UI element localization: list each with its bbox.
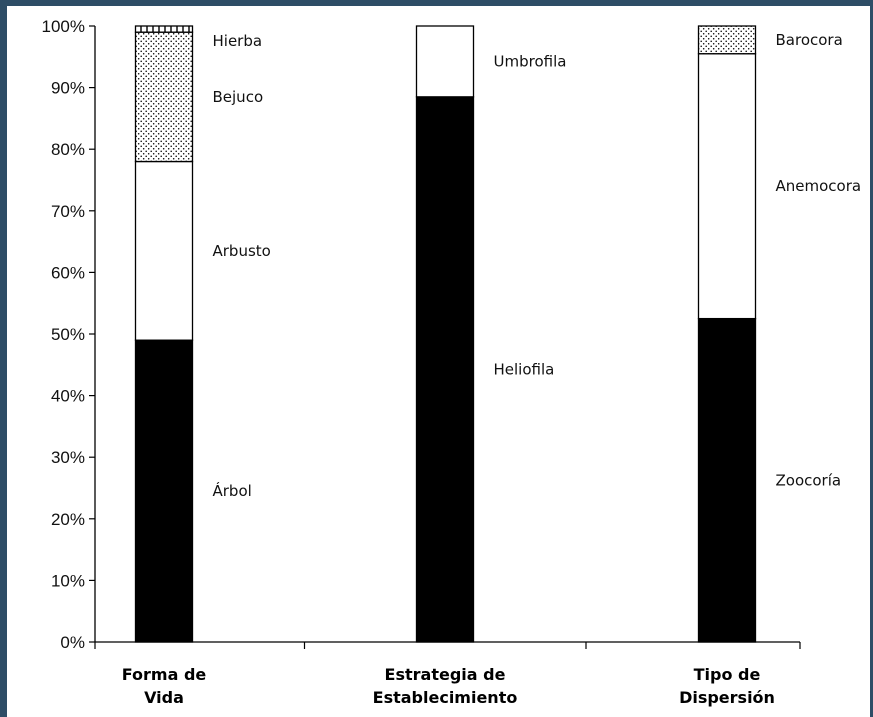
y-tick-label: 0% (60, 633, 85, 652)
y-tick-label: 30% (51, 448, 85, 467)
segment-label: Barocora (776, 31, 843, 49)
bar-segment (697, 53, 757, 320)
x-axis: Forma de Vida Estrategia de Establecimiento… (94, 641, 801, 707)
segment-label: Hierba (213, 32, 263, 50)
y-axis: 0% 10% 20% 30% 40% 50% 60% 70% 80% 90% 100% (42, 17, 96, 652)
bar-segment (415, 96, 475, 643)
y-tick-label: 40% (51, 387, 85, 406)
segment-label: Zoocoría (776, 471, 842, 489)
y-tick-label: 80% (51, 140, 85, 159)
y-tick-label: 60% (51, 263, 85, 282)
y-tick-label: 20% (51, 510, 85, 529)
y-tick-label: 70% (51, 202, 85, 221)
segment-label: Árbol (213, 481, 252, 500)
segment-labels: Árbol Arbusto Bejuco Hierba Heliofila Umbrofi… (213, 31, 862, 500)
segment-label: Heliofila (494, 360, 555, 378)
segment-label: Anemocora (776, 177, 862, 195)
y-tick-label: 50% (51, 325, 85, 344)
bar-segment (134, 25, 194, 33)
bar-stacks (134, 25, 757, 643)
category-label: Tipo de (694, 665, 761, 684)
y-tick-label: 100% (42, 17, 85, 36)
segment-label: Arbusto (213, 242, 271, 260)
segment-label: Bejuco (213, 88, 264, 106)
bar-segment (415, 25, 475, 98)
bar-segment (697, 25, 757, 55)
category-label: Estrategia de (385, 665, 506, 684)
y-tick-label: 90% (51, 79, 85, 98)
y-tick-label: 10% (51, 571, 85, 590)
category-label: Dispersión (679, 688, 775, 707)
bar-segment (134, 160, 194, 341)
category-label: Establecimiento (373, 688, 518, 707)
bar-segment (134, 339, 194, 643)
bar-segment (134, 31, 194, 163)
category-label: Vida (144, 688, 184, 707)
bar-segment (697, 317, 757, 643)
segment-label: Umbrofila (494, 52, 567, 70)
category-label: Forma de (122, 665, 207, 684)
